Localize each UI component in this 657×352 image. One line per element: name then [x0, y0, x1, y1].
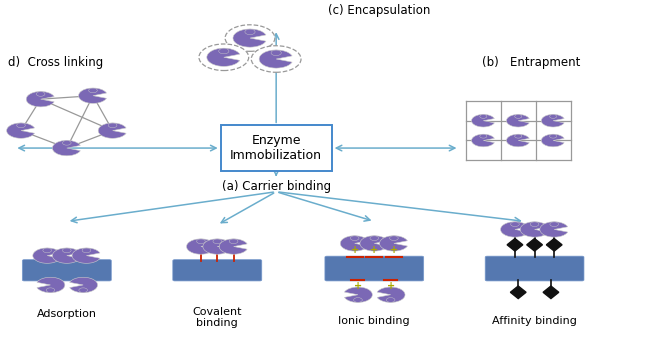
Wedge shape — [340, 236, 368, 251]
Text: Covalent
binding: Covalent binding — [193, 307, 242, 328]
Text: (a) Carrier binding: (a) Carrier binding — [221, 180, 330, 193]
Circle shape — [108, 123, 117, 128]
Wedge shape — [72, 248, 100, 263]
Circle shape — [229, 239, 238, 244]
Wedge shape — [7, 123, 35, 138]
Wedge shape — [380, 236, 407, 251]
Polygon shape — [510, 286, 526, 298]
Wedge shape — [259, 50, 292, 68]
Circle shape — [550, 114, 556, 118]
Circle shape — [196, 239, 205, 244]
Circle shape — [62, 248, 71, 253]
Wedge shape — [203, 239, 231, 254]
Wedge shape — [520, 222, 548, 237]
Polygon shape — [507, 239, 523, 251]
Polygon shape — [527, 239, 543, 251]
Circle shape — [353, 298, 362, 302]
Wedge shape — [37, 277, 65, 293]
Wedge shape — [377, 287, 405, 302]
Polygon shape — [547, 239, 562, 251]
Wedge shape — [507, 134, 530, 147]
Wedge shape — [233, 29, 266, 47]
FancyBboxPatch shape — [173, 260, 261, 281]
Text: +: + — [354, 281, 362, 291]
Circle shape — [514, 114, 522, 118]
Circle shape — [16, 123, 26, 128]
Text: +: + — [390, 245, 398, 256]
Wedge shape — [26, 92, 54, 107]
Text: Ionic binding: Ionic binding — [338, 316, 410, 326]
Circle shape — [62, 140, 71, 145]
Wedge shape — [360, 236, 388, 251]
FancyBboxPatch shape — [485, 256, 584, 281]
Text: (b)   Entrapment: (b) Entrapment — [482, 56, 581, 69]
FancyBboxPatch shape — [325, 256, 424, 281]
Wedge shape — [53, 248, 80, 263]
Wedge shape — [98, 123, 126, 138]
Circle shape — [213, 239, 221, 244]
Text: +: + — [351, 245, 359, 256]
Circle shape — [225, 25, 275, 51]
Polygon shape — [543, 286, 559, 298]
Text: d)  Cross linking: d) Cross linking — [8, 56, 103, 69]
Wedge shape — [541, 114, 564, 127]
Circle shape — [530, 222, 539, 226]
Wedge shape — [187, 239, 214, 254]
Circle shape — [550, 222, 558, 226]
FancyBboxPatch shape — [221, 125, 332, 171]
Circle shape — [350, 236, 359, 240]
Circle shape — [79, 288, 87, 293]
Circle shape — [245, 29, 255, 34]
Circle shape — [370, 236, 378, 240]
Wedge shape — [207, 48, 240, 66]
Circle shape — [390, 236, 398, 240]
Wedge shape — [507, 114, 530, 127]
Circle shape — [480, 114, 487, 118]
Wedge shape — [540, 222, 568, 237]
Wedge shape — [472, 134, 495, 147]
Circle shape — [514, 134, 522, 138]
FancyBboxPatch shape — [22, 260, 111, 281]
Text: Affinity binding: Affinity binding — [492, 316, 577, 326]
Text: Enzyme
Immobilization: Enzyme Immobilization — [230, 134, 322, 162]
Wedge shape — [70, 277, 97, 293]
Wedge shape — [79, 88, 106, 103]
Wedge shape — [53, 140, 80, 156]
Text: +: + — [386, 281, 395, 291]
Text: Adsorption: Adsorption — [37, 309, 97, 319]
Text: +: + — [371, 245, 378, 256]
Circle shape — [82, 248, 91, 253]
Circle shape — [550, 134, 556, 138]
Circle shape — [510, 222, 519, 226]
Circle shape — [46, 288, 55, 293]
Wedge shape — [344, 287, 373, 302]
Circle shape — [251, 46, 301, 72]
Circle shape — [219, 48, 229, 54]
Circle shape — [36, 92, 45, 96]
Wedge shape — [33, 248, 60, 263]
Circle shape — [386, 298, 395, 302]
Text: (c) Encapsulation: (c) Encapsulation — [328, 4, 431, 17]
Wedge shape — [472, 114, 495, 127]
Wedge shape — [219, 239, 247, 254]
Circle shape — [43, 248, 51, 253]
Wedge shape — [501, 222, 528, 237]
Wedge shape — [541, 134, 564, 147]
Circle shape — [271, 50, 281, 56]
Circle shape — [199, 44, 249, 70]
Circle shape — [89, 88, 97, 93]
Circle shape — [480, 134, 487, 138]
